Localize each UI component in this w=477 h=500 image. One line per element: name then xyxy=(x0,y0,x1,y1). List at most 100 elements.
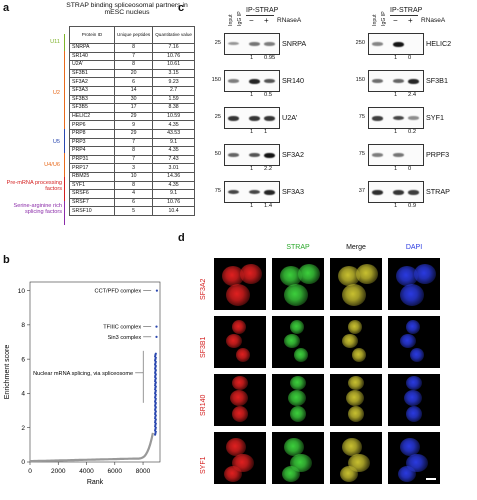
band xyxy=(372,42,383,46)
y-tick-label: 10 xyxy=(18,288,26,295)
scale-bar xyxy=(426,478,436,480)
quant-number: 1.4 xyxy=(264,203,273,209)
cell-quant: 9.23 xyxy=(152,77,195,87)
cell-quant: 14.36 xyxy=(152,171,195,182)
quant-number: 0.2 xyxy=(408,129,417,135)
column-label-merge: Merge xyxy=(346,244,366,251)
cell-nucleus xyxy=(356,264,378,284)
cell-nucleus xyxy=(232,376,248,390)
band xyxy=(228,79,239,83)
cell-peptides: 29 xyxy=(113,111,154,122)
cell-quant: 10.4 xyxy=(152,206,195,216)
micrograph-syf1-merge xyxy=(330,432,382,484)
cell-nucleus xyxy=(230,390,248,406)
table-row: SRSF7 6 10.76 xyxy=(69,197,195,208)
cell-nucleus xyxy=(342,334,358,348)
cell-protein: SRSF6 xyxy=(69,189,115,199)
cell-nucleus xyxy=(406,320,420,334)
column-label-dapi: DAPI xyxy=(405,244,423,251)
cell-peptides: 7 xyxy=(113,137,154,148)
panel-b-label: b xyxy=(3,254,10,266)
cell-nucleus xyxy=(240,264,262,284)
cell-quant: 10.59 xyxy=(152,111,195,122)
cell-nucleus xyxy=(282,466,300,482)
header-igg: IgG IP xyxy=(237,11,243,26)
annotation-label: Nuclear mRNA splicing, via spliceosome xyxy=(33,371,133,377)
cell-nucleus xyxy=(232,320,246,334)
micrograph-sf3b1-stain xyxy=(214,316,266,368)
cell-peptides: 8 xyxy=(113,43,154,53)
cell-nucleus xyxy=(222,266,244,286)
cell-quant: 3.01 xyxy=(152,163,195,173)
cell-quant: 10.76 xyxy=(152,197,195,208)
cell-peptides: 20 xyxy=(113,68,154,79)
micrograph-sf3a2-dapi xyxy=(388,258,440,310)
data-point xyxy=(155,325,158,328)
blot-helic2 xyxy=(368,33,424,55)
micrograph-sf3a2-strap xyxy=(272,258,324,310)
cell-protein: HELIC2 xyxy=(69,111,115,122)
blot-label: U2A' xyxy=(282,113,298,122)
x-tick-label: 4000 xyxy=(79,468,94,475)
header-plus: + xyxy=(408,16,413,25)
row-label-syf1: SYF1 xyxy=(200,456,207,474)
quant-number: 1 xyxy=(250,129,254,135)
column-label-strap: STRAP xyxy=(286,244,310,251)
cell-quant: 10.61 xyxy=(152,60,195,70)
cell-peptides: 5 xyxy=(113,206,154,216)
band xyxy=(393,79,404,83)
cell-quant: 1.59 xyxy=(152,94,195,105)
blot-syf1 xyxy=(368,107,424,129)
cell-protein: PRP31 xyxy=(69,154,115,165)
cell-quant: 9.1 xyxy=(152,137,195,148)
blot-label: SF3B1 xyxy=(426,76,448,85)
quant-number: 0 xyxy=(408,55,412,61)
cell-nucleus xyxy=(284,284,308,306)
mw-marker: 37 xyxy=(358,188,365,194)
table-row: SF3B3 30 1.59 xyxy=(69,94,195,105)
cell-protein: PRP6 xyxy=(69,120,115,130)
cell-nucleus xyxy=(298,264,320,284)
quant-number: 1 xyxy=(394,55,398,61)
band xyxy=(264,42,275,46)
blot-label: PRPF3 xyxy=(426,150,450,159)
row-label-sf3b1: SF3B1 xyxy=(200,336,207,358)
cell-quant: 8.38 xyxy=(152,103,195,113)
micrograph-sr140-merge xyxy=(330,374,382,426)
annotation-label: Sin3 complex xyxy=(108,335,142,341)
quant-number: 2.2 xyxy=(264,166,273,172)
band xyxy=(393,153,404,157)
group-label-sr-factors: Serine-arginine rich splicing factors xyxy=(13,203,62,216)
cell-peptides: 14 xyxy=(113,85,154,96)
quant-number: 2.4 xyxy=(408,92,417,98)
header-input: Input xyxy=(228,14,234,26)
band xyxy=(372,116,383,121)
cell-protein: SRSF10 xyxy=(69,206,115,216)
cell-nucleus xyxy=(284,438,304,456)
group-bracket-u11 xyxy=(64,34,68,51)
cell-quant: 10.76 xyxy=(152,51,195,62)
col-header-quant: Quantitative value xyxy=(152,26,195,44)
header-igg: IgG IP xyxy=(381,11,387,26)
blot-label: SF3A3 xyxy=(282,187,304,196)
cell-nucleus xyxy=(340,466,358,482)
cell-nucleus xyxy=(284,334,300,348)
cell-protein: SF3B5 xyxy=(69,103,115,113)
x-tick-label: 6000 xyxy=(108,468,123,475)
cell-peptides: 6 xyxy=(113,77,154,87)
table-row: SF3A3 14 2.7 xyxy=(69,85,195,96)
table-row: PRP17 3 3.01 xyxy=(69,163,195,173)
cell-nucleus xyxy=(406,376,422,390)
micrograph-sf3b1-merge xyxy=(330,316,382,368)
cell-nucleus xyxy=(406,406,422,422)
quant-number: 1 xyxy=(394,92,398,98)
table-row: SRSF6 4 9.1 xyxy=(69,189,195,199)
cell-quant: 4.35 xyxy=(152,120,195,130)
table-row: HELIC2 29 10.59 xyxy=(69,111,195,122)
cell-nucleus xyxy=(226,284,250,306)
quant-number: 0 xyxy=(408,166,412,172)
band xyxy=(264,116,275,121)
x-axis-label: Rank xyxy=(87,479,104,486)
blot-label: SYF1 xyxy=(426,113,444,122)
group-bracket-u2 xyxy=(64,51,68,129)
